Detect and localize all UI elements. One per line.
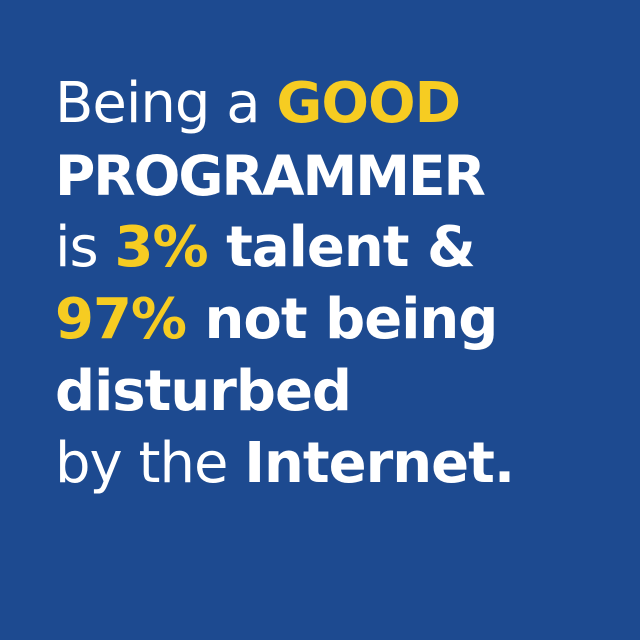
quote-highlight: 3%: [114, 215, 209, 280]
quote-highlight: 97%: [55, 287, 187, 352]
quote-text: is: [55, 215, 115, 280]
quote-text: disturbed: [55, 359, 352, 424]
quote-text: talent &: [207, 215, 476, 280]
quote-text: by the: [55, 431, 245, 496]
quote-line-4: 97% not being: [55, 284, 640, 356]
quote-line-6: by the Internet.: [55, 428, 640, 500]
quote-highlight: GOOD: [276, 71, 461, 136]
quote-line-3: is 3% talent &: [55, 212, 640, 284]
quote-text: PROGRAMMER: [55, 144, 486, 208]
quote-line-1: Being a GOOD: [55, 68, 640, 140]
quote-text: not being: [186, 287, 499, 352]
quote-line-5: disturbed: [55, 356, 640, 428]
quote-text: Internet.: [244, 431, 515, 496]
quote-line-2: PROGRAMMER: [55, 140, 640, 212]
quote-text: Being a: [55, 71, 277, 136]
